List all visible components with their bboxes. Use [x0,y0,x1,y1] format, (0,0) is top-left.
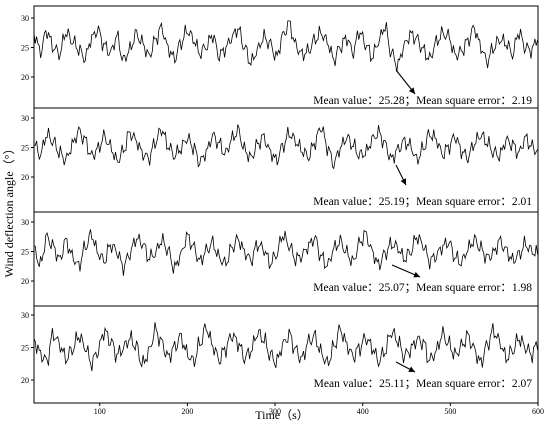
panel-annotation: Mean value：25.28；Mean square error：2.19 [313,95,532,107]
annotation-arrow-head [408,366,415,372]
x-tick-label: 100 [94,407,106,416]
y-axis-label: Wind deflection angle（°） [2,143,16,278]
series-line [33,229,538,276]
y-tick-label: 25 [21,248,29,257]
x-tick-label: 200 [181,407,193,416]
y-tick-label: 20 [21,376,29,385]
panel-2: 20 25 30 [21,114,538,182]
annotations: Mean value：25.28；Mean square error：2.19 M… [313,69,533,390]
x-tick-label: 500 [444,407,456,416]
y-tick-label: 25 [21,144,29,153]
y-tick-label: 20 [21,277,29,286]
y-tick-label: 20 [21,73,29,82]
y-tick-label: 20 [21,173,29,182]
panel-4: 20 25 30 [21,311,538,385]
series-line [33,20,538,73]
panel-annotation: Mean value：25.07；Mean square error：1.98 [313,282,532,294]
x-tick-label: 400 [357,407,369,416]
panel-annotation: Mean value：25.19；Mean square error：2.01 [313,196,532,208]
y-tick-label: 25 [21,344,29,353]
plot-frame [33,5,539,404]
annotation-arrow-head [400,178,406,185]
series-line [33,322,538,372]
annotation-arrow-head [413,271,420,278]
x-tick-label: 300 [269,407,281,416]
panel-1: 20 25 30 [21,14,538,82]
panels: 20 25 30 20 25 30 20 25 30 20 25 30 [21,5,539,404]
panel-3: 20 25 30 [21,218,538,286]
y-tick-label: 25 [21,44,29,53]
y-tick-label: 30 [21,218,29,227]
panel-annotation: Mean value：25.11；Mean square error：2.07 [314,378,533,390]
y-tick-label: 30 [21,14,29,23]
series-line [33,124,538,170]
y-tick-label: 30 [21,311,29,320]
x-axis-label: Time（s） [255,408,309,422]
annotation-arrow-head [408,87,415,94]
x-tick-label: 600 [532,407,544,416]
x-axis: 100 200 300 400 500 600 [94,403,544,416]
y-tick-label: 30 [21,114,29,123]
